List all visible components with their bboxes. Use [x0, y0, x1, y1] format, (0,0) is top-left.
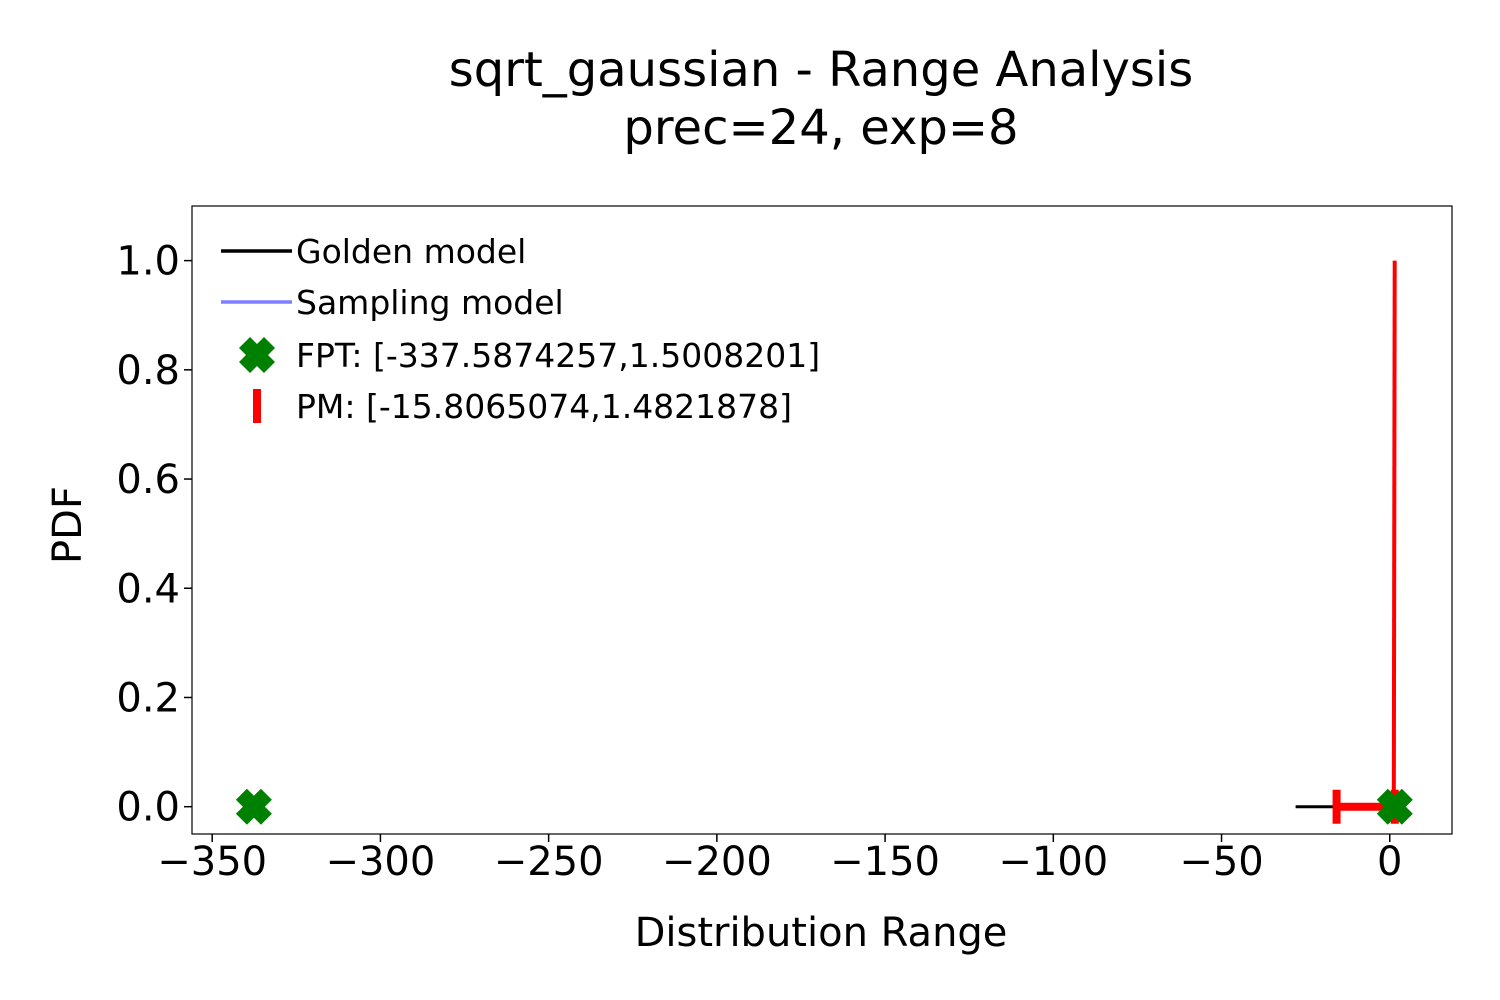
y-tick-label: 0.4	[116, 566, 180, 612]
y-tick-label: 0.2	[116, 675, 180, 721]
y-tick-label: 1.0	[116, 239, 180, 285]
x-tick-label: −250	[494, 839, 604, 885]
y-tick-label: 0.6	[116, 457, 180, 503]
legend-label: Golden model	[296, 232, 526, 271]
y-tick-label: 0.8	[116, 348, 180, 394]
x-axis-ticks: −350 −300 −250 −200 −150 −100 −50 0	[157, 834, 1402, 885]
x-axis-label: Distribution Range	[635, 910, 1008, 956]
y-axis-label: PDF	[45, 486, 91, 564]
y-tick-label: 0.0	[116, 785, 180, 831]
x-tick-label: −50	[1179, 839, 1263, 885]
legend-label: Sampling model	[296, 283, 564, 322]
x-tick-label: −150	[830, 839, 940, 885]
plot-marks	[235, 260, 1413, 825]
x-tick-label: −100	[998, 839, 1108, 885]
legend-label: FPT: [-337.5874257,1.5008201]	[296, 336, 820, 375]
x-tick-label: −300	[325, 839, 435, 885]
legend: Golden model Sampling model FPT: [-337.587…	[221, 232, 820, 426]
x-tick-label: −350	[157, 839, 267, 885]
chart-title-line-1: sqrt_gaussian - Range Analysis	[449, 42, 1194, 98]
chart-title-line-2: prec=24, exp=8	[623, 100, 1018, 156]
fpt-marker	[1376, 788, 1413, 825]
y-axis-ticks: 0.0 0.2 0.4 0.6 0.8 1.0	[116, 239, 192, 831]
legend-fpt-marker	[239, 337, 275, 373]
x-tick-label: 0	[1377, 839, 1402, 885]
legend-label: PM: [-15.8065074,1.4821878]	[296, 387, 792, 426]
plot-area-frame	[191, 205, 1453, 835]
fpt-marker	[235, 788, 272, 825]
pm-pdf-spike	[1391, 260, 1397, 807]
x-tick-label: −200	[662, 839, 772, 885]
